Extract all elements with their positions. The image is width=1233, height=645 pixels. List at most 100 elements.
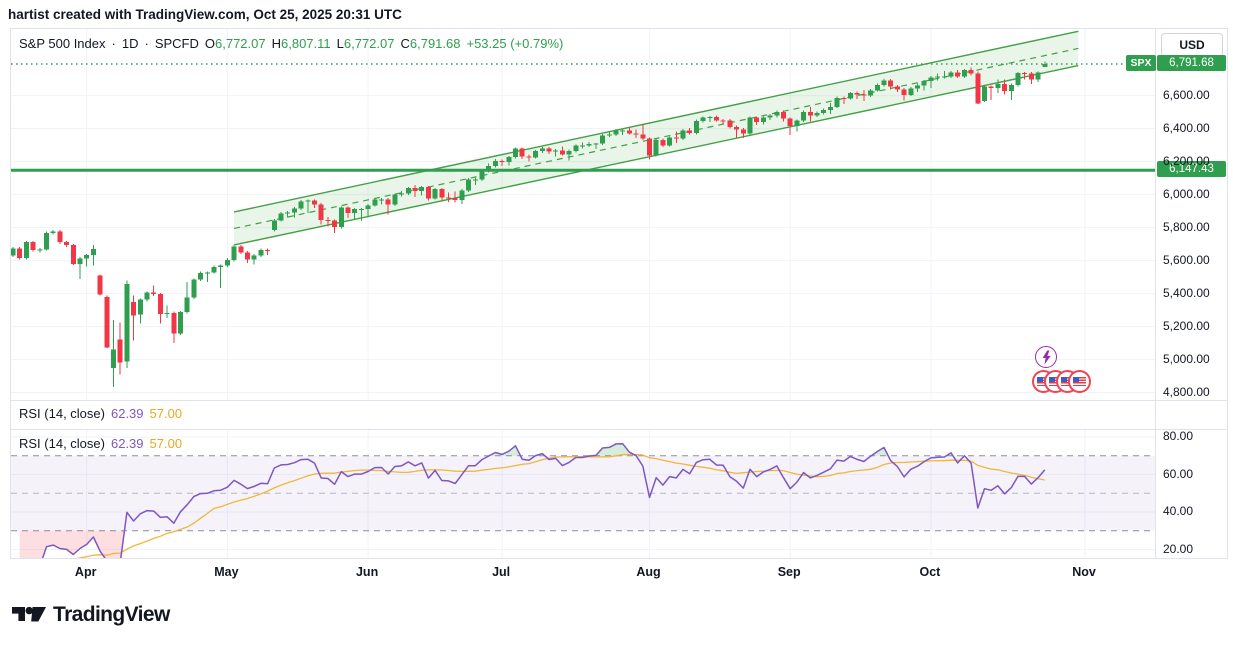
candle[interactable] xyxy=(868,89,874,97)
candle[interactable] xyxy=(271,219,277,232)
candle[interactable] xyxy=(908,87,914,97)
candle[interactable] xyxy=(157,292,163,324)
candle[interactable] xyxy=(700,116,706,123)
candle[interactable] xyxy=(968,67,974,76)
symbol-legend[interactable]: S&P 500 Index · 1D · SPCFD O6,772.07 H6,… xyxy=(19,36,563,51)
candle[interactable] xyxy=(915,83,920,92)
candle[interactable] xyxy=(298,200,304,210)
candle[interactable] xyxy=(312,199,317,209)
candle[interactable] xyxy=(720,119,726,125)
candle[interactable] xyxy=(626,127,632,135)
candle[interactable] xyxy=(928,75,934,88)
candle[interactable] xyxy=(841,96,847,105)
candle[interactable] xyxy=(231,244,237,262)
candle[interactable] xyxy=(452,191,458,203)
candle[interactable] xyxy=(23,240,29,260)
candle[interactable] xyxy=(365,204,371,218)
candle[interactable] xyxy=(513,147,518,159)
candle[interactable] xyxy=(901,88,907,101)
candle[interactable] xyxy=(251,254,257,265)
candle[interactable] xyxy=(573,144,579,153)
candle[interactable] xyxy=(492,159,498,168)
candle[interactable] xyxy=(546,147,552,155)
candle[interactable] xyxy=(1022,71,1028,80)
candle[interactable] xyxy=(794,119,800,132)
candle[interactable] xyxy=(385,197,391,215)
candle[interactable] xyxy=(486,163,492,173)
rsi-pane-canvas[interactable] xyxy=(11,430,1156,559)
candle[interactable] xyxy=(171,311,177,343)
candle[interactable] xyxy=(667,136,673,147)
candle[interactable] xyxy=(613,129,619,137)
candle[interactable] xyxy=(419,185,425,196)
candle[interactable] xyxy=(754,116,760,125)
chart-widget[interactable]: S&P 500 Index · 1D · SPCFD O6,772.07 H6,… xyxy=(10,28,1228,585)
candle[interactable] xyxy=(57,230,63,244)
candle[interactable] xyxy=(151,285,157,296)
candle[interactable] xyxy=(392,193,398,207)
candle[interactable] xyxy=(124,280,130,369)
candle[interactable] xyxy=(198,271,204,281)
candle[interactable] xyxy=(1042,61,1048,68)
candle[interactable] xyxy=(50,229,56,235)
rsi-legend[interactable]: RSI (14, close) 62.39 57.00 xyxy=(19,436,182,451)
candle[interactable] xyxy=(975,71,981,104)
candle[interactable] xyxy=(1015,71,1021,87)
candle[interactable] xyxy=(137,298,143,324)
candle[interactable] xyxy=(600,134,606,145)
candle[interactable] xyxy=(64,240,70,247)
lightning-icon[interactable] xyxy=(1035,346,1057,368)
candle[interactable] xyxy=(111,320,116,387)
candle[interactable] xyxy=(821,108,827,115)
candle[interactable] xyxy=(265,248,271,256)
candle[interactable] xyxy=(995,79,1001,93)
candle[interactable] xyxy=(17,246,23,260)
candle[interactable] xyxy=(405,186,411,195)
candle[interactable] xyxy=(432,187,438,200)
pane-divider[interactable] xyxy=(10,429,1228,430)
candle[interactable] xyxy=(714,115,719,122)
candle[interactable] xyxy=(499,159,505,166)
candle[interactable] xyxy=(553,148,559,157)
candle[interactable] xyxy=(104,295,110,349)
candle[interactable] xyxy=(559,146,565,156)
rsi-legend-collapsed[interactable]: RSI (14, close) 62.39 57.00 xyxy=(19,406,182,421)
candle[interactable] xyxy=(801,110,807,123)
candle[interactable] xyxy=(291,207,297,218)
candle[interactable] xyxy=(278,211,284,222)
candle[interactable] xyxy=(90,244,96,266)
candle[interactable] xyxy=(961,68,967,78)
time-axis[interactable]: Apr May Jun Jul Aug Sep Oct Nov xyxy=(10,558,1228,585)
candle[interactable] xyxy=(446,192,451,203)
candle[interactable] xyxy=(580,142,585,149)
candle[interactable] xyxy=(211,265,217,274)
candle[interactable] xyxy=(338,206,344,229)
candle[interactable] xyxy=(673,131,679,143)
candle[interactable] xyxy=(948,71,954,78)
candle[interactable] xyxy=(787,117,793,136)
candle[interactable] xyxy=(459,189,465,205)
candle[interactable] xyxy=(506,155,512,166)
candle[interactable] xyxy=(647,137,652,160)
candle[interactable] xyxy=(519,147,525,159)
candle[interactable] xyxy=(117,322,123,375)
candle[interactable] xyxy=(526,154,532,162)
candle[interactable] xyxy=(11,246,16,257)
candle[interactable] xyxy=(97,274,103,296)
candle[interactable] xyxy=(740,128,746,138)
candle[interactable] xyxy=(781,110,786,122)
candle[interactable] xyxy=(372,198,378,207)
candle[interactable] xyxy=(566,149,572,161)
candle[interactable] xyxy=(533,149,539,159)
candle[interactable] xyxy=(539,146,545,154)
candle[interactable] xyxy=(606,131,612,138)
candle[interactable] xyxy=(258,248,264,257)
candle[interactable] xyxy=(325,217,331,227)
candle[interactable] xyxy=(77,256,83,280)
tradingview-logo[interactable]: TradingView xyxy=(12,599,170,631)
candle[interactable] xyxy=(285,210,291,218)
candle[interactable] xyxy=(204,271,210,283)
candle[interactable] xyxy=(1028,72,1034,84)
candle[interactable] xyxy=(633,129,639,139)
candle[interactable] xyxy=(191,278,197,299)
